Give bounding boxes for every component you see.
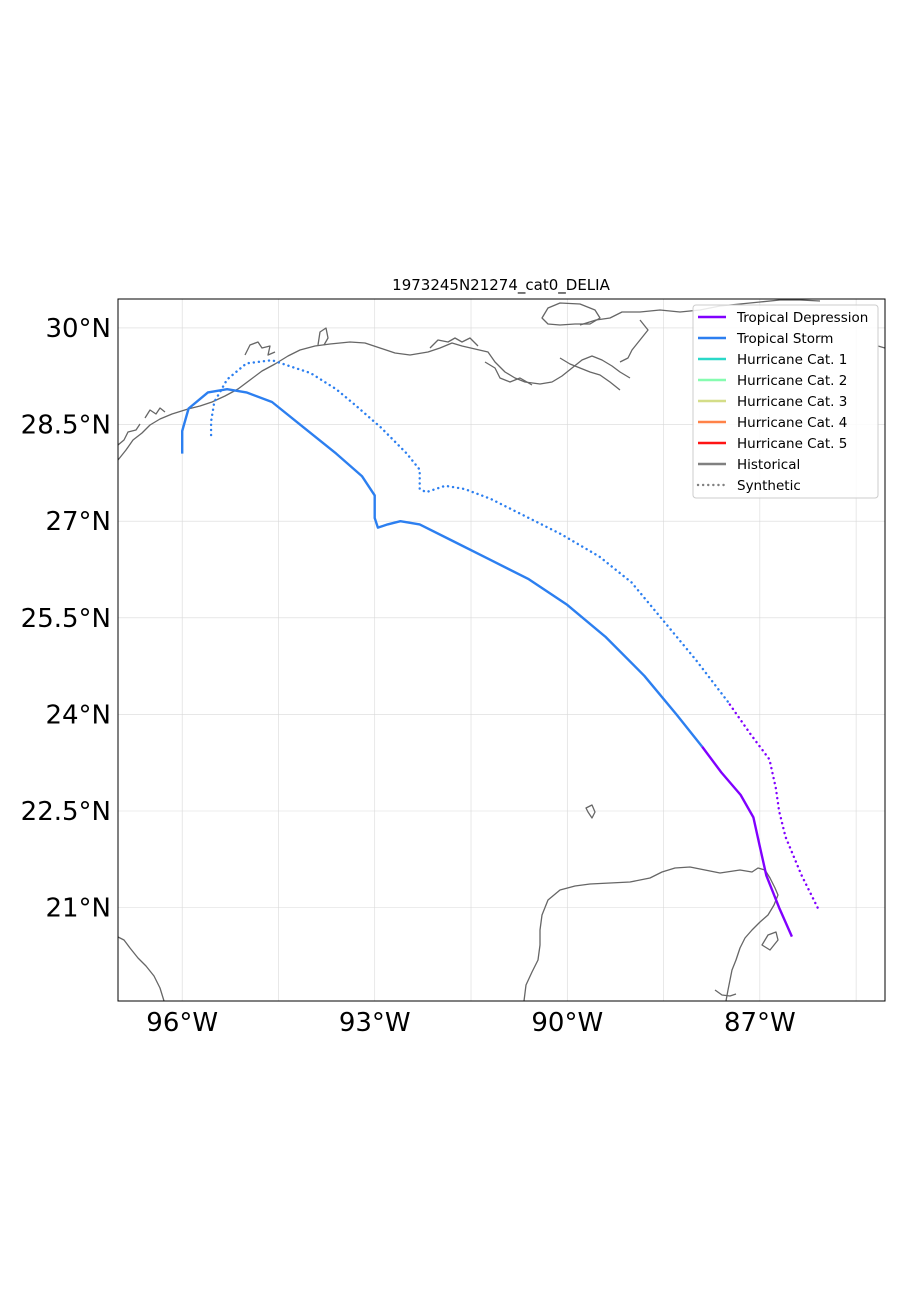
legend-label-7: Historical [737, 457, 800, 473]
legend-label-1: Tropical Storm [736, 331, 833, 347]
x-tick-label-3: 87°W [724, 1008, 796, 1038]
synthetic-track-tropical-depression [728, 702, 818, 908]
y-tick-label-1: 28.5°N [21, 411, 111, 441]
x-tick-label-2: 90°W [531, 1008, 603, 1038]
legend-label-5: Hurricane Cat. 4 [737, 415, 847, 431]
y-tick-label-4: 24°N [45, 700, 111, 730]
legend-label-0: Tropical Depression [736, 310, 868, 326]
y-tick-label-0: 30°N [45, 314, 111, 344]
y-tick-label-2: 27°N [45, 507, 111, 537]
legend-label-3: Hurricane Cat. 2 [737, 373, 847, 389]
y-tick-label-5: 22.5°N [21, 797, 111, 827]
map-title: 1973245N21274_cat0_DELIA [392, 276, 610, 295]
legend-label-6: Hurricane Cat. 5 [737, 436, 847, 452]
historical-track-tropical-depression [702, 747, 792, 937]
x-tick-label-1: 93°W [339, 1008, 411, 1038]
y-tick-label-3: 25.5°N [21, 604, 111, 634]
legend-label-2: Hurricane Cat. 1 [737, 352, 847, 368]
legend-label-4: Hurricane Cat. 3 [737, 394, 847, 410]
synthetic-track-tropical-storm [211, 360, 728, 701]
x-tick-label-0: 96°W [146, 1008, 218, 1038]
x-axis-ticks: 96°W 93°W 90°W 87°W [146, 1008, 795, 1038]
legend: Tropical Depression Tropical Storm Hurrica… [693, 305, 878, 498]
y-axis-ticks: 30°N 28.5°N 27°N 25.5°N 24°N 22.5°N 21°N [21, 314, 111, 924]
y-tick-label-6: 21°N [45, 894, 111, 924]
legend-label-8: Synthetic [737, 478, 801, 494]
historical-track-tropical-storm [182, 389, 702, 746]
